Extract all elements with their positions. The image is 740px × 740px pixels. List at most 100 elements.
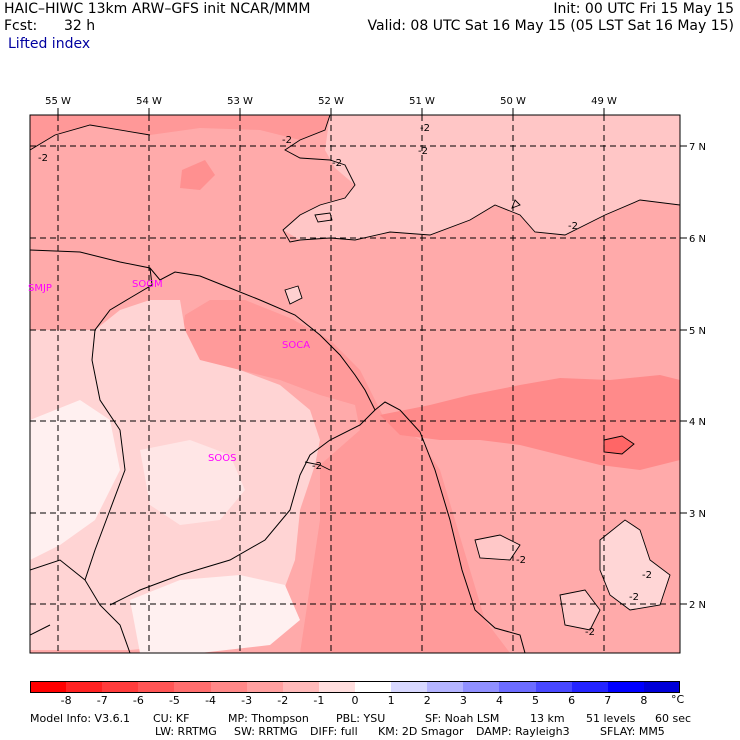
colorbar-swatch: [535, 681, 573, 693]
colorbar-tick-label: -3: [241, 694, 253, 707]
contour-label: -2: [420, 123, 430, 134]
lon-label: 55 W: [45, 96, 71, 107]
station-label: SOGM: [132, 279, 163, 290]
lon-label: 53 W: [227, 96, 253, 107]
station-label: SMJP: [28, 283, 52, 294]
field-light-blob-b: [560, 590, 600, 630]
footer-km: KM: 2D Smagor: [378, 725, 464, 738]
colorbar-tick-label: -5: [168, 694, 180, 707]
footer-levels: 51 levels: [586, 712, 636, 725]
colorbar-swatch: [427, 681, 464, 693]
field-interior-pale-west: [30, 400, 120, 560]
colorbar-swatch: [391, 681, 428, 693]
field-mid-northwest: [30, 115, 330, 150]
colorbar-swatch: [643, 681, 681, 693]
colorbar-swatch: [30, 681, 67, 693]
field-mid-blob: [180, 160, 215, 190]
field-light-blob-a: [475, 535, 520, 560]
colorbar-tick-label: 8: [640, 694, 648, 707]
footer-timestep: 60 sec: [655, 712, 692, 725]
footer-surface-layer: SFLAY: MM5: [600, 725, 665, 738]
field-light-southeast: [600, 520, 670, 610]
frame-ticks: [57, 108, 687, 605]
station-label: SOCA: [282, 340, 311, 351]
colorbar-swatch: [66, 681, 103, 693]
colorbar-swatch: [463, 681, 500, 693]
footer-microphysics: MP: Thompson: [228, 712, 309, 725]
colorbar-unit: °C: [671, 693, 685, 706]
field-name: Lifted index: [8, 36, 91, 52]
contour-label: -2: [418, 146, 428, 157]
init-time: Init: 00 UTC Fri 15 May 15: [553, 1, 734, 17]
lon-label: 52 W: [318, 96, 344, 107]
footer-surface: SF: Noah LSM: [425, 712, 500, 725]
colorbar-tick-label: 5: [532, 694, 540, 707]
contour-label: -2: [332, 158, 342, 169]
contour-label: -2: [642, 570, 652, 581]
colorbar-swatch: [355, 681, 392, 693]
footer-shortwave: SW: RRTMG: [234, 725, 298, 738]
contour-label: -2: [282, 135, 292, 146]
colorbar-tick-label: -2: [277, 694, 289, 707]
field-interior-pale-south: [130, 575, 300, 653]
lat-label: 3 N: [689, 509, 706, 520]
colorbar-tick-label: 7: [604, 694, 612, 707]
lat-label: 2 N: [689, 600, 706, 611]
field-coastal-band: [180, 300, 510, 653]
contour-lines: [30, 115, 680, 631]
colorbar-swatch: [246, 681, 284, 693]
lon-label: 50 W: [500, 96, 526, 107]
contour-label: -2: [568, 221, 578, 232]
map-frame: [29, 114, 681, 654]
station-label: SOOS: [208, 453, 237, 464]
colorbar-tick-label: 0: [351, 694, 359, 707]
colorbar-tick-label: 1: [387, 694, 395, 707]
contour-label: -2: [516, 555, 526, 566]
footer-damping: DAMP: Rayleigh3: [476, 725, 570, 738]
colorbar-tick-label: -4: [205, 694, 217, 707]
footer-longwave: LW: RRTMG: [155, 725, 217, 738]
colorbar-tick-label: 3: [459, 694, 467, 707]
colorbar-tick-label: 4: [495, 694, 503, 707]
colorbar-swatch: [607, 681, 645, 693]
lon-label: 54 W: [136, 96, 162, 107]
forecast-label: Fcst:: [4, 18, 38, 34]
forecast-hour: 32 h: [64, 18, 96, 34]
lon-label: 51 W: [409, 96, 435, 107]
lat-label: 6 N: [689, 234, 706, 245]
contour-label: -2: [585, 627, 595, 638]
contour-label: -2: [312, 461, 322, 472]
colorbar-tick-label: -1: [313, 694, 325, 707]
footer-pbl: PBL: YSU: [336, 712, 386, 725]
colorbar-tick-label: -6: [132, 694, 144, 707]
contour-label: -2: [38, 153, 48, 164]
contour-label: -2: [629, 592, 639, 603]
graticule: [30, 115, 680, 653]
model-title: HAIC–HIWC 13km ARW–GFS init NCAR/MMM: [4, 1, 311, 17]
colorbar-swatch: [282, 681, 320, 693]
colorbar-swatch: [138, 681, 175, 693]
lat-label: 7 N: [689, 142, 706, 153]
colorbar-tick-label: 6: [568, 694, 576, 707]
colorbar-swatch: [210, 681, 248, 693]
lon-label: 49 W: [591, 96, 617, 107]
footer-model-info: Model Info: V3.6.1: [30, 712, 131, 725]
lat-label: 4 N: [689, 417, 706, 428]
colorbar-swatch: [318, 681, 356, 693]
colorbar-tick-label: -7: [96, 694, 108, 707]
field-interior-pale-center: [140, 440, 245, 525]
colorbar-swatch: [102, 681, 139, 693]
colorbar-swatch: [571, 681, 609, 693]
colorbar-swatch: [174, 681, 212, 693]
colorbar-tick-label: -8: [60, 694, 72, 707]
lat-label: 5 N: [689, 326, 706, 337]
footer-resolution: 13 km: [530, 712, 565, 725]
field-strongest-spot: [604, 436, 634, 454]
footer-cumulus: CU: KF: [153, 712, 190, 725]
valid-time: Valid: 08 UTC Sat 16 May 15 (05 LST Sat …: [367, 18, 734, 34]
coastline-and-borders: [30, 249, 526, 653]
field-light-blob-c: [285, 286, 302, 304]
footer-diffusion: DIFF: full: [310, 725, 358, 738]
colorbar-tick-label: 2: [423, 694, 431, 707]
